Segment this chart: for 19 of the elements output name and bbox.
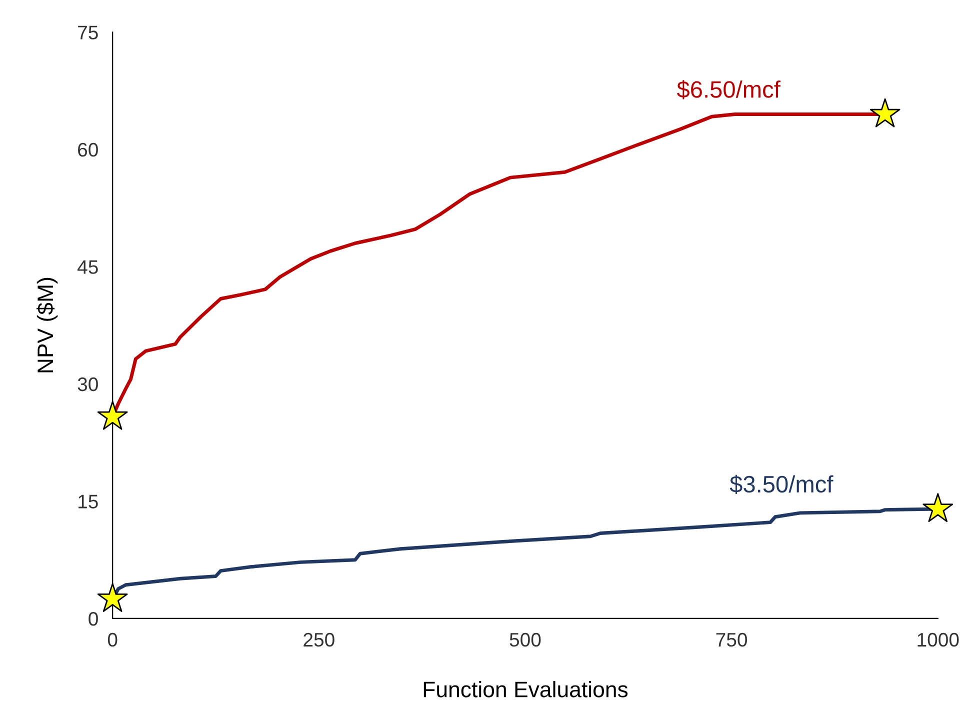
y-tick-label: 75 <box>78 26 98 40</box>
point <box>922 493 954 522</box>
x-tick-label: 1000 <box>918 632 959 647</box>
x-axis-title: Function Evaluations <box>424 681 628 698</box>
point <box>870 98 900 128</box>
x-tick-label: 750 <box>716 632 748 647</box>
x-tick-label: 0 <box>108 632 118 647</box>
y-tick-label: 30 <box>78 377 98 392</box>
y-tick-label: 45 <box>78 260 98 274</box>
y-tick-label: 0 <box>88 612 98 626</box>
y-tick-label: 60 <box>78 142 98 157</box>
series-label: $6.50/mcf <box>676 80 780 100</box>
point <box>97 583 128 612</box>
x-tick-label: 500 <box>510 632 541 647</box>
y-tick-label: 15 <box>78 494 98 508</box>
y-axis-title: NPV ($M) <box>36 278 58 372</box>
x-tick-label: 250 <box>304 632 334 647</box>
series-label: $3.50/mcf <box>730 474 834 494</box>
point <box>97 400 128 430</box>
